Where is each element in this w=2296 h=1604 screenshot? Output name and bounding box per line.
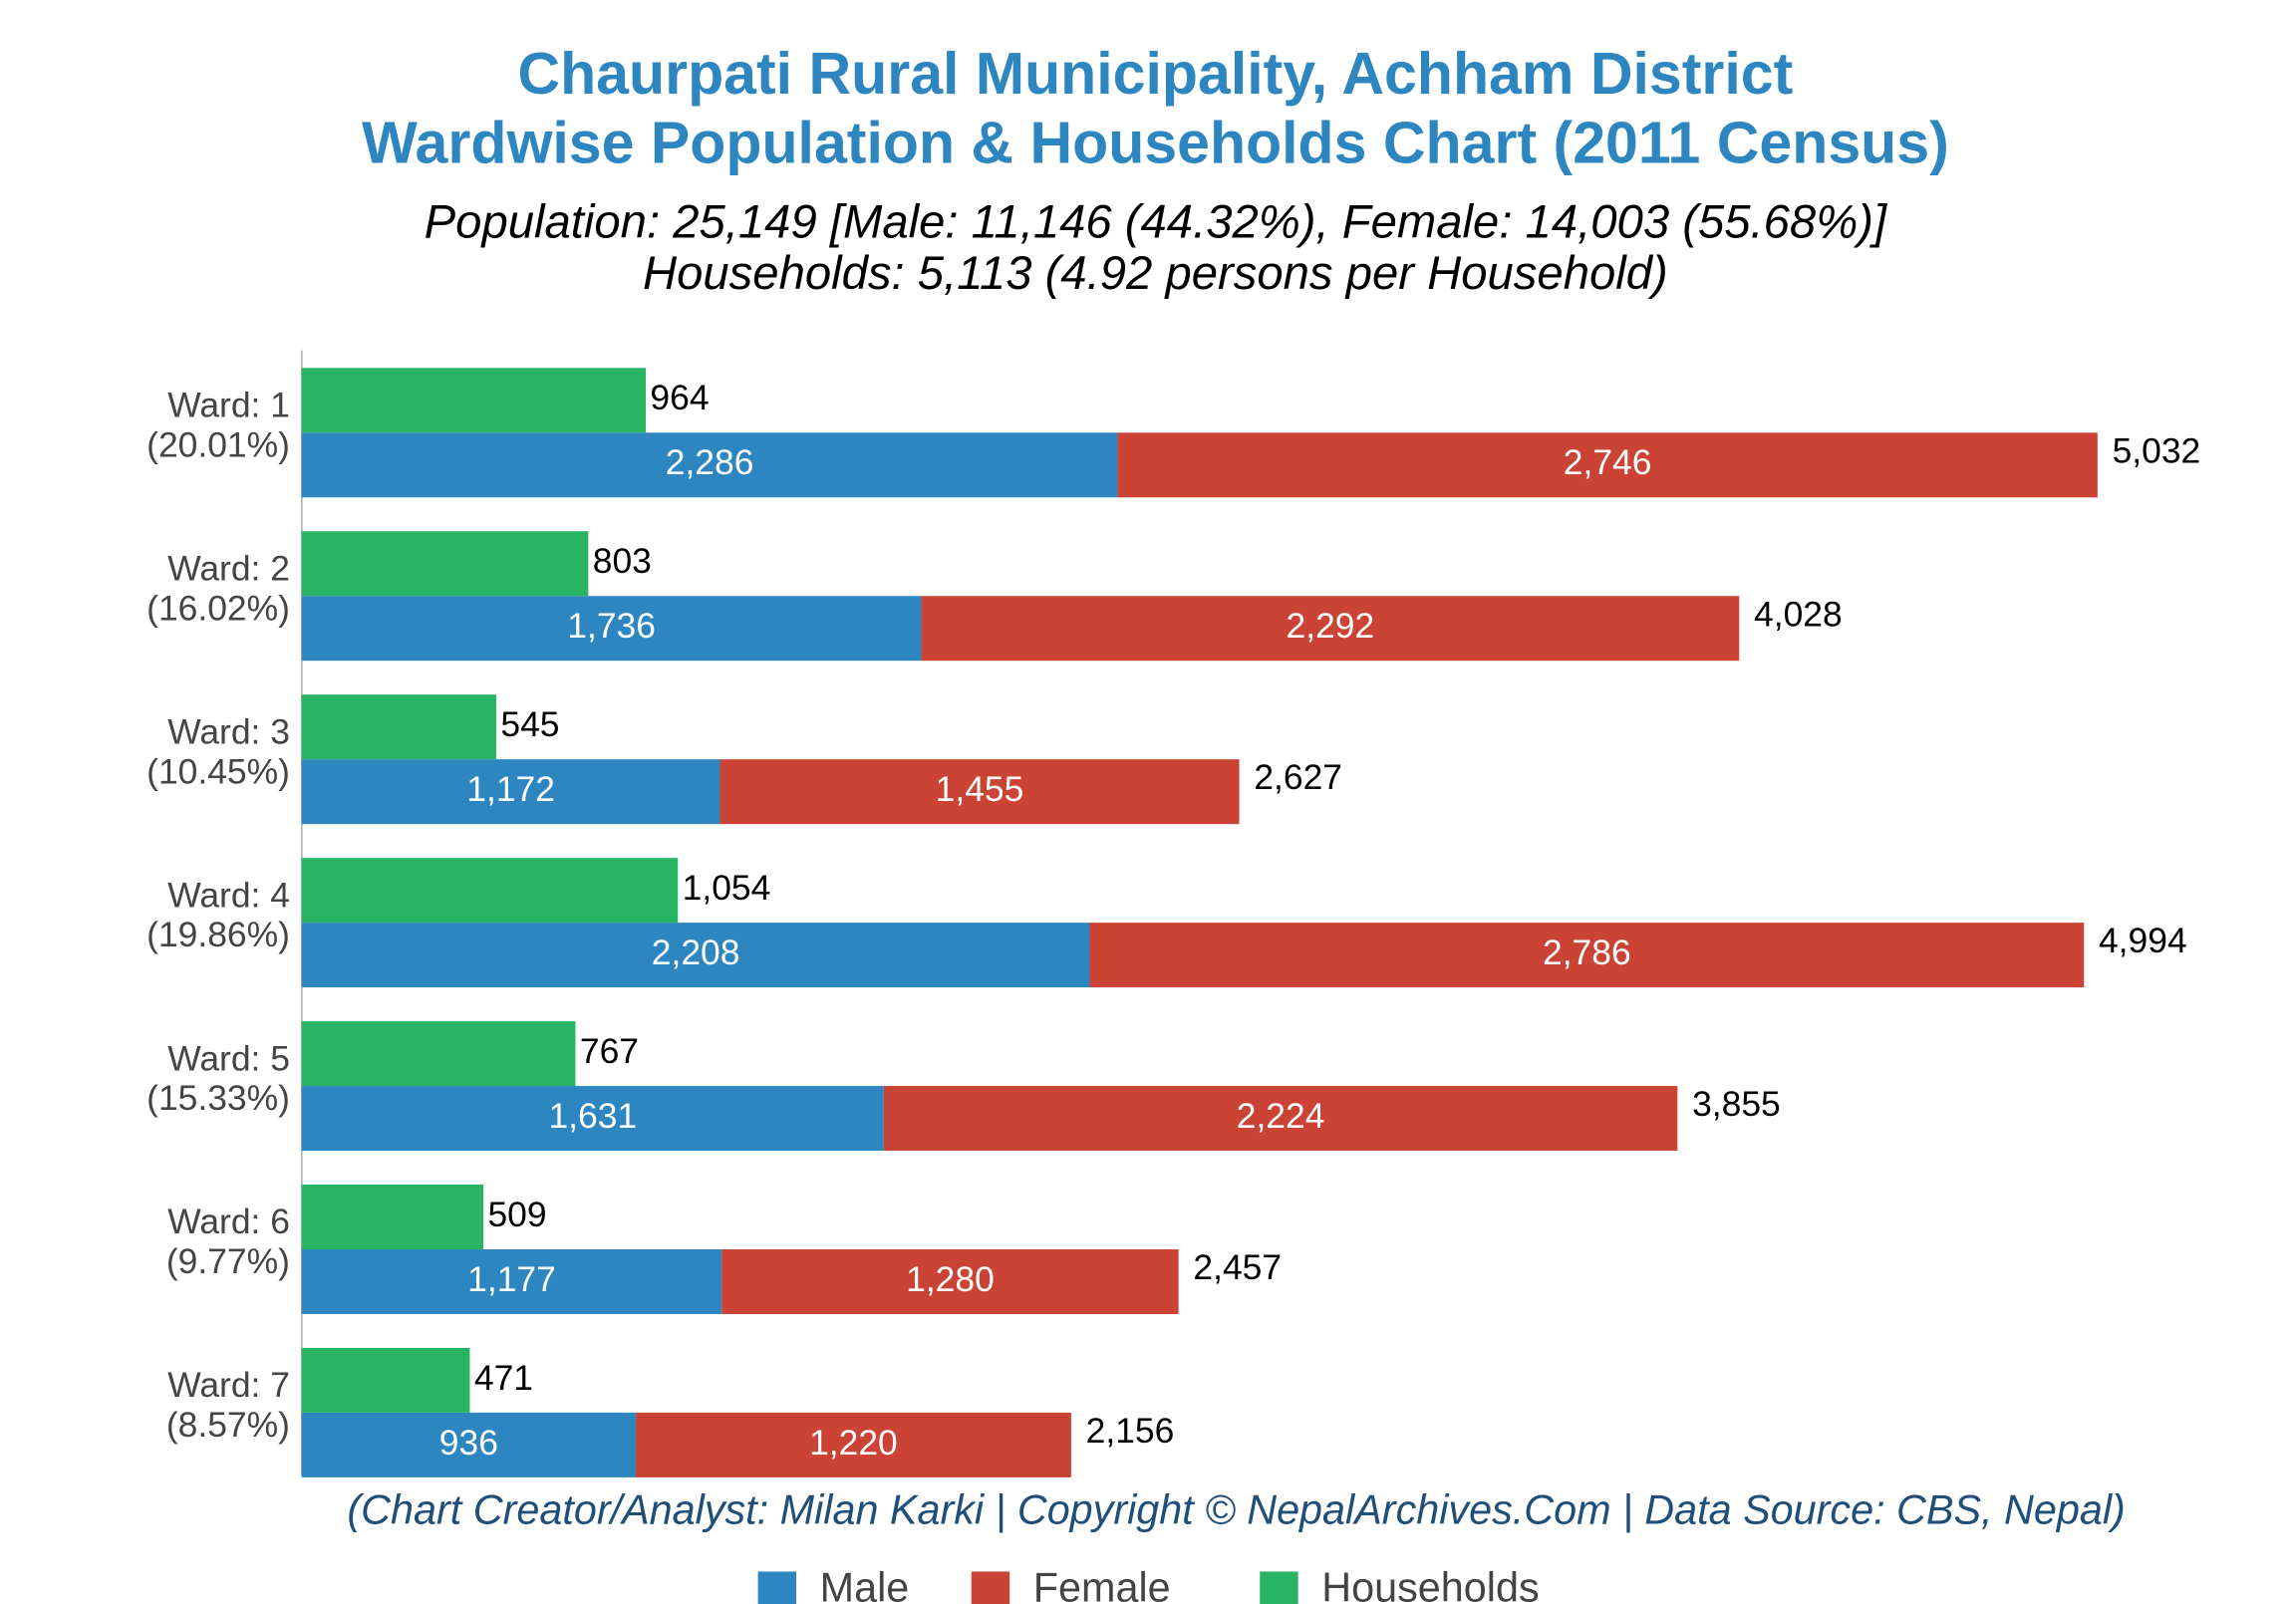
y-tick-label: (8.57%) — [166, 1405, 290, 1445]
y-tick-label: (19.86%) — [146, 915, 290, 954]
y-tick-label: Ward: 7 — [167, 1365, 290, 1405]
bar-segment — [301, 596, 922, 662]
bar-segment — [301, 1086, 884, 1152]
bar — [301, 694, 496, 760]
y-tick-label: Ward: 2 — [167, 548, 290, 588]
legend-swatch — [1260, 1571, 1298, 1604]
value-label: 1,631 — [548, 1096, 637, 1136]
y-tick-label: (20.01%) — [146, 424, 290, 464]
value-label: 2,286 — [666, 442, 754, 482]
legend-label: Households — [1321, 1565, 1539, 1604]
bar-segment — [883, 1086, 1678, 1152]
value-label: 767 — [580, 1031, 639, 1071]
bar-segment — [1089, 923, 2085, 988]
total-label: 5,032 — [2113, 430, 2201, 470]
bar-segment — [635, 1412, 1071, 1477]
footer: (Chart Creator/Analyst: Milan Karki | Co… — [347, 1486, 2125, 1532]
value-label: 936 — [439, 1423, 498, 1463]
bar-segment — [301, 432, 1118, 498]
value-label: 2,786 — [1543, 933, 1631, 972]
bar-segment — [301, 1248, 722, 1314]
value-label: 1,172 — [466, 769, 555, 809]
value-label: 2,224 — [1237, 1096, 1325, 1136]
bar-segment — [721, 1248, 1179, 1314]
bar-segment — [921, 596, 1740, 662]
total-label: 2,156 — [1086, 1411, 1175, 1451]
bar — [301, 531, 589, 597]
y-tick-label: Ward: 6 — [167, 1202, 290, 1241]
chart-subtitle: Population: 25,149 [Male: 11,146 (44.32%… — [425, 196, 1888, 249]
bar — [301, 1347, 470, 1413]
bar-segment — [301, 759, 720, 825]
bar-segment — [1117, 432, 2098, 498]
chart-title: Wardwise Population & Households Chart (… — [362, 110, 1949, 175]
bar — [301, 368, 646, 433]
bar-segment — [301, 1412, 636, 1477]
bar — [301, 1185, 484, 1249]
bar — [301, 1021, 576, 1087]
total-label: 2,627 — [1254, 757, 1342, 797]
value-label: 1,177 — [467, 1259, 556, 1299]
y-tick-label: Ward: 5 — [167, 1038, 290, 1078]
value-label: 1,280 — [906, 1259, 995, 1299]
total-label: 2,457 — [1193, 1247, 1282, 1287]
y-tick-label: (9.77%) — [166, 1241, 290, 1281]
legend-label: Male — [820, 1565, 910, 1604]
total-label: 4,994 — [2099, 921, 2187, 960]
chart-title: Chaurpati Rural Municipality, Achham Dis… — [517, 41, 1793, 107]
value-label: 964 — [650, 378, 709, 417]
value-label: 1,736 — [567, 606, 656, 646]
legend-swatch — [971, 1571, 1010, 1604]
value-label: 2,746 — [1564, 442, 1652, 482]
bar-segment — [301, 923, 1090, 988]
y-tick-label: (10.45%) — [146, 751, 290, 791]
value-label: 2,208 — [652, 933, 740, 972]
legend-swatch — [757, 1571, 797, 1604]
legend-label: Female — [1033, 1565, 1171, 1604]
value-label: 803 — [593, 541, 652, 581]
value-label: 1,455 — [936, 769, 1024, 809]
y-tick-label: (15.33%) — [146, 1078, 290, 1118]
y-tick-label: Ward: 3 — [167, 711, 290, 751]
value-label: 1,054 — [683, 868, 771, 908]
bar — [301, 858, 679, 924]
total-label: 3,855 — [1692, 1084, 1781, 1124]
value-label: 509 — [487, 1195, 546, 1234]
total-label: 4,028 — [1754, 594, 1843, 634]
bar-segment — [719, 759, 1240, 825]
value-label: 471 — [474, 1358, 533, 1398]
y-tick-label: (16.02%) — [146, 588, 290, 628]
value-label: 2,292 — [1287, 606, 1375, 646]
y-tick-label: Ward: 4 — [167, 875, 290, 915]
chart-subtitle: Households: 5,113 (4.92 persons per Hous… — [643, 247, 1668, 300]
value-label: 545 — [500, 704, 559, 744]
y-tick-label: Ward: 1 — [167, 386, 290, 425]
value-label: 1,220 — [809, 1423, 898, 1463]
